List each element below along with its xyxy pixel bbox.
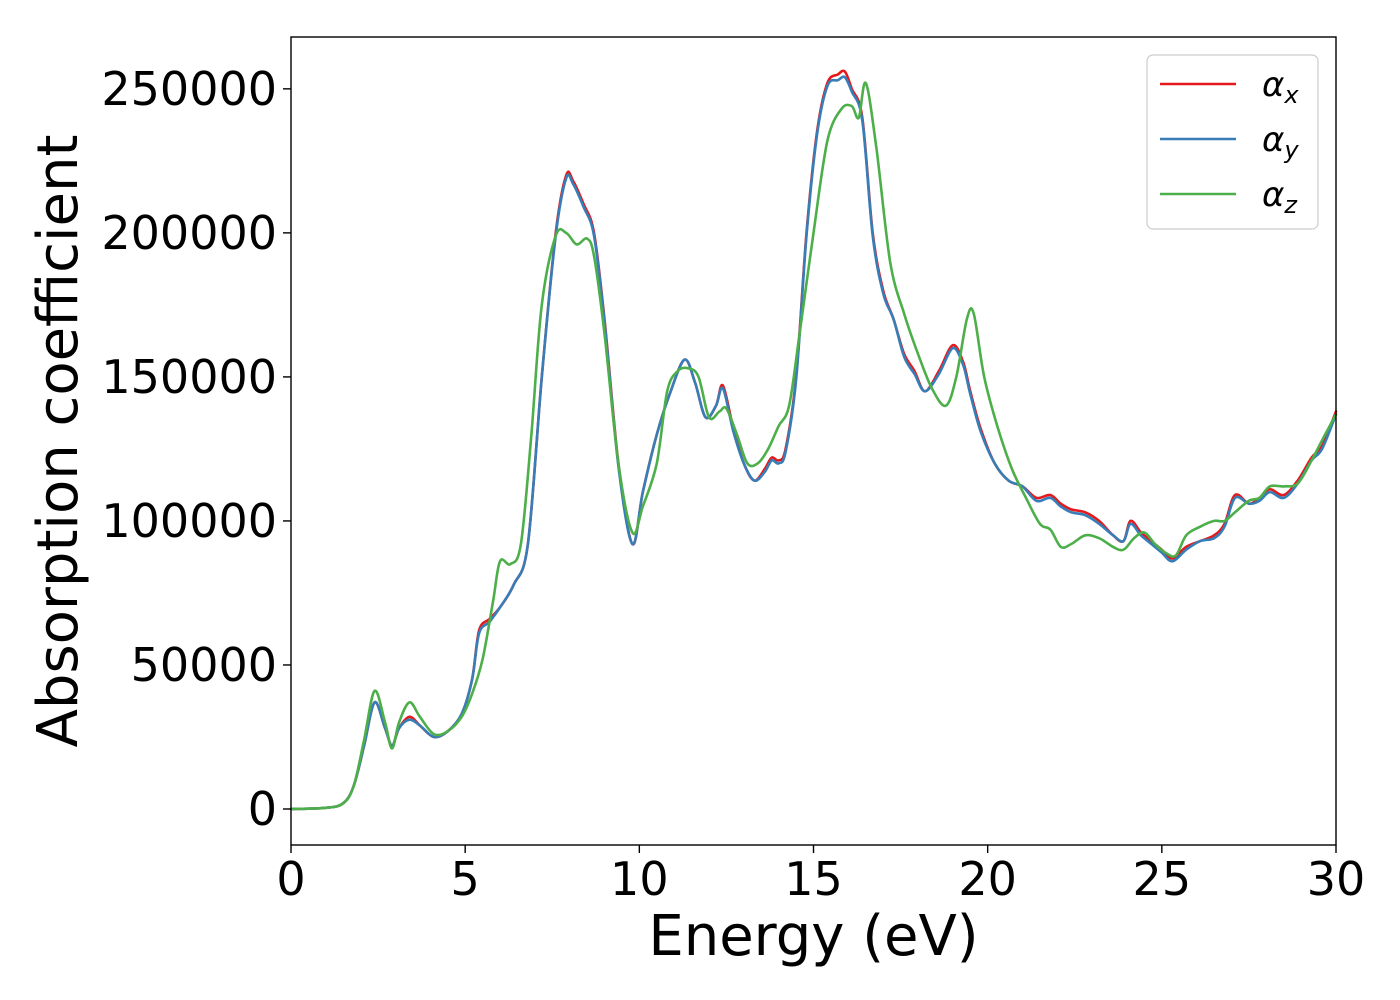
x-tick-label: 30 — [1307, 852, 1366, 906]
y-tick-label: 150000 — [101, 350, 277, 404]
legend-label-y: αy — [1262, 120, 1299, 164]
y-tick-label: 250000 — [101, 62, 277, 116]
x-tick-label: 15 — [784, 852, 843, 906]
y-tick-label: 100000 — [101, 494, 277, 548]
x-axis-ticks: 0 5 10 15 20 25 30 — [276, 845, 1365, 906]
legend-box — [1146, 54, 1319, 230]
x-tick-label: 20 — [958, 852, 1017, 906]
y-tick-label: 0 — [248, 782, 277, 836]
series-layer — [289, 69, 1338, 811]
series-line-z — [289, 81, 1338, 811]
x-tick-label: 10 — [610, 852, 669, 906]
legend-label-z: αz — [1262, 175, 1298, 219]
y-axis-ticks: 0 50000 100000 150000 200000 250000 — [101, 62, 291, 836]
x-tick-label: 0 — [276, 852, 305, 906]
legend: αx αy αz — [1146, 54, 1319, 230]
x-tick-label: 5 — [451, 852, 480, 906]
y-tick-label: 200000 — [101, 206, 277, 260]
x-tick-label: 25 — [1133, 852, 1192, 906]
x-axis-label: Energy (eV) — [648, 904, 978, 969]
legend-label-x: αx — [1262, 65, 1299, 109]
y-tick-label: 50000 — [131, 638, 277, 692]
series-line-y — [289, 75, 1338, 811]
y-axis-label: Absorption coefficient — [26, 135, 91, 748]
